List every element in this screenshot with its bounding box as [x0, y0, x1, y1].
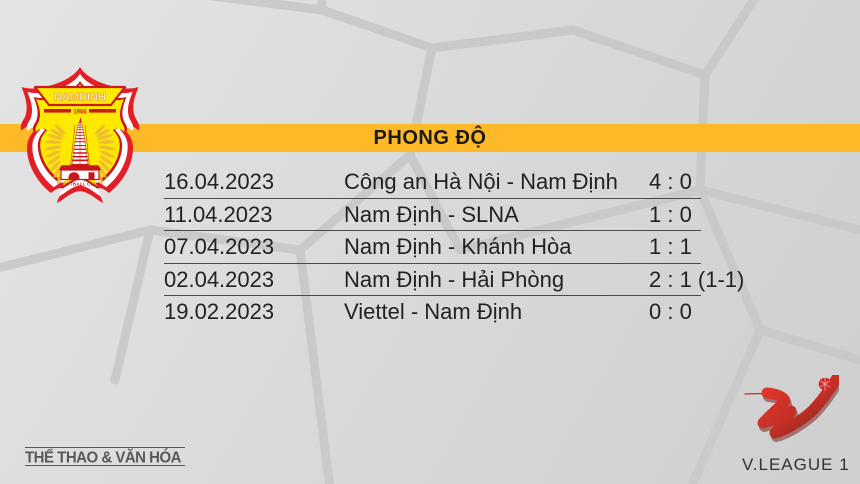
- svg-text:NAMDINH: NAMDINH: [54, 92, 106, 104]
- svg-text:1966: 1966: [73, 110, 87, 116]
